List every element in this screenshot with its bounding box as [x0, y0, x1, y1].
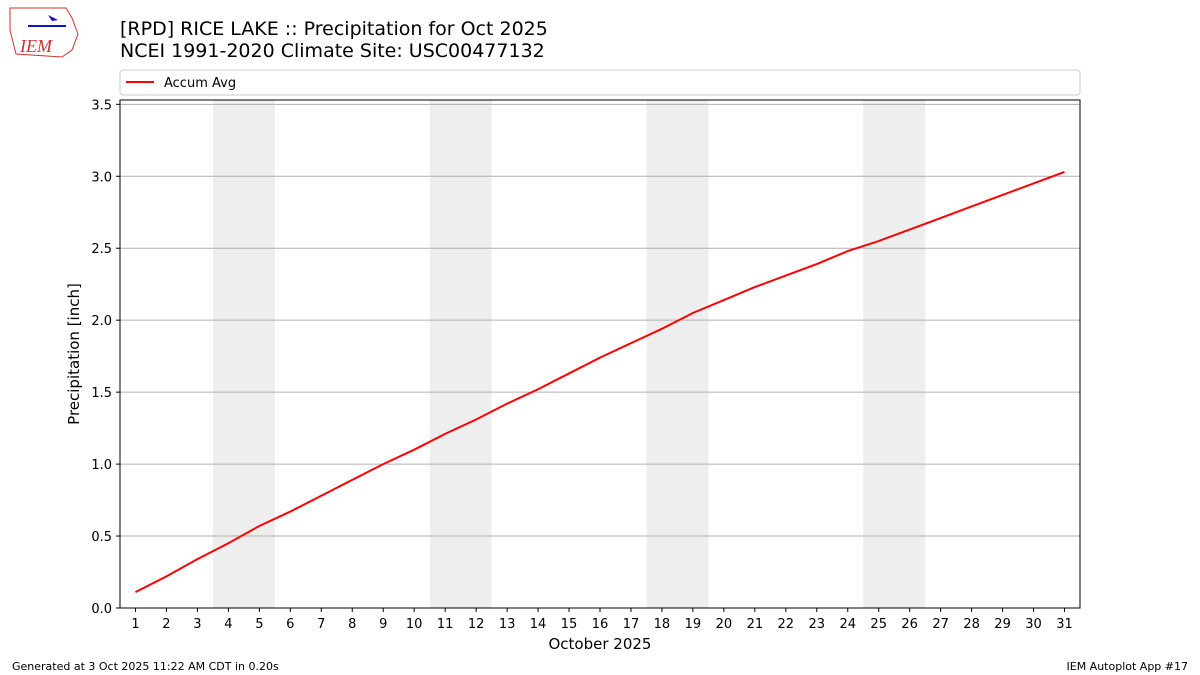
- y-tick-label: 1.5: [91, 386, 112, 401]
- legend-box: [119, 69, 1081, 96]
- x-tick-label: 22: [778, 617, 795, 632]
- logo-icon: [48, 15, 58, 21]
- x-tick-label: 15: [561, 617, 578, 632]
- legend-label: Accum Avg: [164, 76, 236, 91]
- weekend-shade: [863, 100, 926, 608]
- x-tick-label: 19: [685, 617, 702, 632]
- x-tick-label: 6: [286, 617, 294, 632]
- x-tick-label: 5: [255, 617, 263, 632]
- logo-text: IEM: [19, 36, 53, 56]
- weekend-shade: [429, 100, 492, 608]
- chart-subtitle: NCEI 1991-2020 Climate Site: USC00477132: [120, 40, 545, 62]
- x-tick-label: 26: [901, 617, 918, 632]
- x-tick-label: 28: [963, 617, 980, 632]
- x-tick-label: 25: [870, 617, 887, 632]
- y-tick-label: 0.5: [91, 530, 112, 545]
- x-tick-label: 10: [406, 617, 423, 632]
- x-tick-label: 3: [193, 617, 201, 632]
- x-tick-label: 20: [716, 617, 733, 632]
- x-tick-label: 31: [1056, 617, 1073, 632]
- x-tick-label: 9: [379, 617, 387, 632]
- data-line: [135, 171, 1065, 594]
- x-tick-label: 14: [530, 617, 547, 632]
- plot-frame: [119, 99, 1081, 609]
- x-axis-label: October 2025: [549, 635, 652, 653]
- x-tick-label: 11: [437, 617, 454, 632]
- x-tick-label: 16: [592, 617, 609, 632]
- x-tick-label: 17: [623, 617, 640, 632]
- footer-left: Generated at 3 Oct 2025 11:22 AM CDT in …: [12, 660, 279, 673]
- y-tick-label: 0.0: [91, 602, 112, 617]
- x-tick-label: 27: [932, 617, 949, 632]
- logo-outline: [9, 7, 79, 58]
- x-tick-label: 7: [317, 617, 325, 632]
- chart-title: [RPD] RICE LAKE :: Precipitation for Oct…: [120, 18, 548, 40]
- x-tick-label: 2: [162, 617, 170, 632]
- x-tick-label: 30: [1025, 617, 1042, 632]
- x-tick-label: 12: [468, 617, 485, 632]
- x-tick-label: 24: [839, 617, 856, 632]
- x-tick-label: 23: [809, 617, 826, 632]
- x-tick-label: 4: [224, 617, 232, 632]
- x-tick-label: 8: [348, 617, 356, 632]
- x-tick-label: 1: [131, 617, 139, 632]
- y-tick-label: 3.0: [91, 170, 112, 185]
- y-tick-label: 2.5: [91, 242, 112, 257]
- y-tick-label: 2.0: [91, 314, 112, 329]
- y-axis-label: Precipitation [inch]: [65, 283, 83, 425]
- weekend-shade: [646, 100, 709, 608]
- x-tick-label: 18: [654, 617, 671, 632]
- y-tick-label: 3.5: [91, 98, 112, 113]
- footer-right: IEM Autoplot App #17: [1067, 660, 1189, 673]
- x-tick-label: 29: [994, 617, 1011, 632]
- x-tick-label: 21: [747, 617, 764, 632]
- y-tick-label: 1.0: [91, 458, 112, 473]
- logo: IEM: [9, 7, 79, 58]
- x-tick-label: 13: [499, 617, 516, 632]
